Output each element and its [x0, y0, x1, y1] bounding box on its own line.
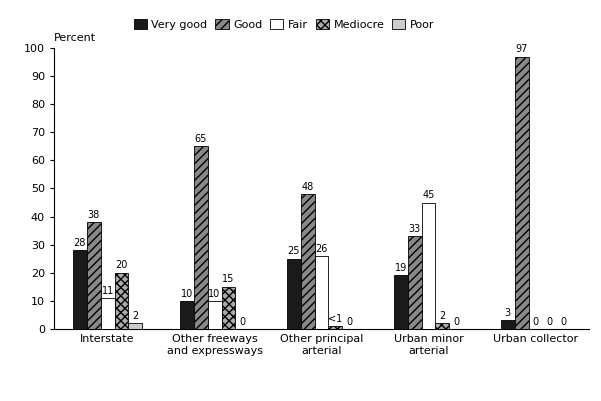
Text: 48: 48 — [302, 182, 314, 192]
Bar — [329, 326, 343, 329]
Text: 2: 2 — [132, 311, 138, 321]
Bar — [207, 301, 222, 329]
Bar — [73, 250, 87, 329]
Bar — [115, 273, 129, 329]
Bar — [514, 57, 528, 329]
Text: 28: 28 — [73, 238, 86, 248]
Text: 97: 97 — [516, 44, 528, 54]
Text: 65: 65 — [195, 134, 207, 144]
Text: 0: 0 — [560, 316, 566, 326]
Text: 19: 19 — [395, 263, 407, 273]
Text: 38: 38 — [88, 210, 100, 220]
Text: 25: 25 — [287, 246, 300, 256]
Text: Percent: Percent — [54, 32, 96, 43]
Bar — [314, 256, 329, 329]
Bar — [300, 194, 314, 329]
Text: 0: 0 — [546, 316, 552, 326]
Bar — [501, 320, 514, 329]
Bar — [194, 146, 207, 329]
Text: 15: 15 — [222, 274, 234, 284]
Bar — [421, 203, 436, 329]
Legend: Very good, Good, Fair, Mediocre, Poor: Very good, Good, Fair, Mediocre, Poor — [129, 14, 439, 34]
Bar — [222, 287, 236, 329]
Text: 10: 10 — [181, 288, 193, 298]
Text: 0: 0 — [453, 316, 459, 326]
Text: 2: 2 — [439, 311, 445, 321]
Bar — [407, 236, 421, 329]
Text: 3: 3 — [505, 308, 511, 318]
Text: 20: 20 — [115, 260, 127, 270]
Text: 10: 10 — [209, 288, 221, 298]
Text: 0: 0 — [346, 316, 352, 326]
Bar — [87, 222, 100, 329]
Text: 11: 11 — [102, 286, 114, 296]
Bar — [180, 301, 194, 329]
Bar — [129, 323, 142, 329]
Text: 33: 33 — [409, 224, 421, 234]
Text: 0: 0 — [239, 316, 245, 326]
Text: 26: 26 — [316, 243, 328, 253]
Text: 0: 0 — [532, 316, 538, 326]
Bar — [287, 259, 300, 329]
Text: 45: 45 — [423, 190, 435, 200]
Bar — [100, 298, 115, 329]
Bar — [436, 323, 450, 329]
Text: <1: <1 — [328, 314, 343, 324]
Bar — [394, 275, 407, 329]
